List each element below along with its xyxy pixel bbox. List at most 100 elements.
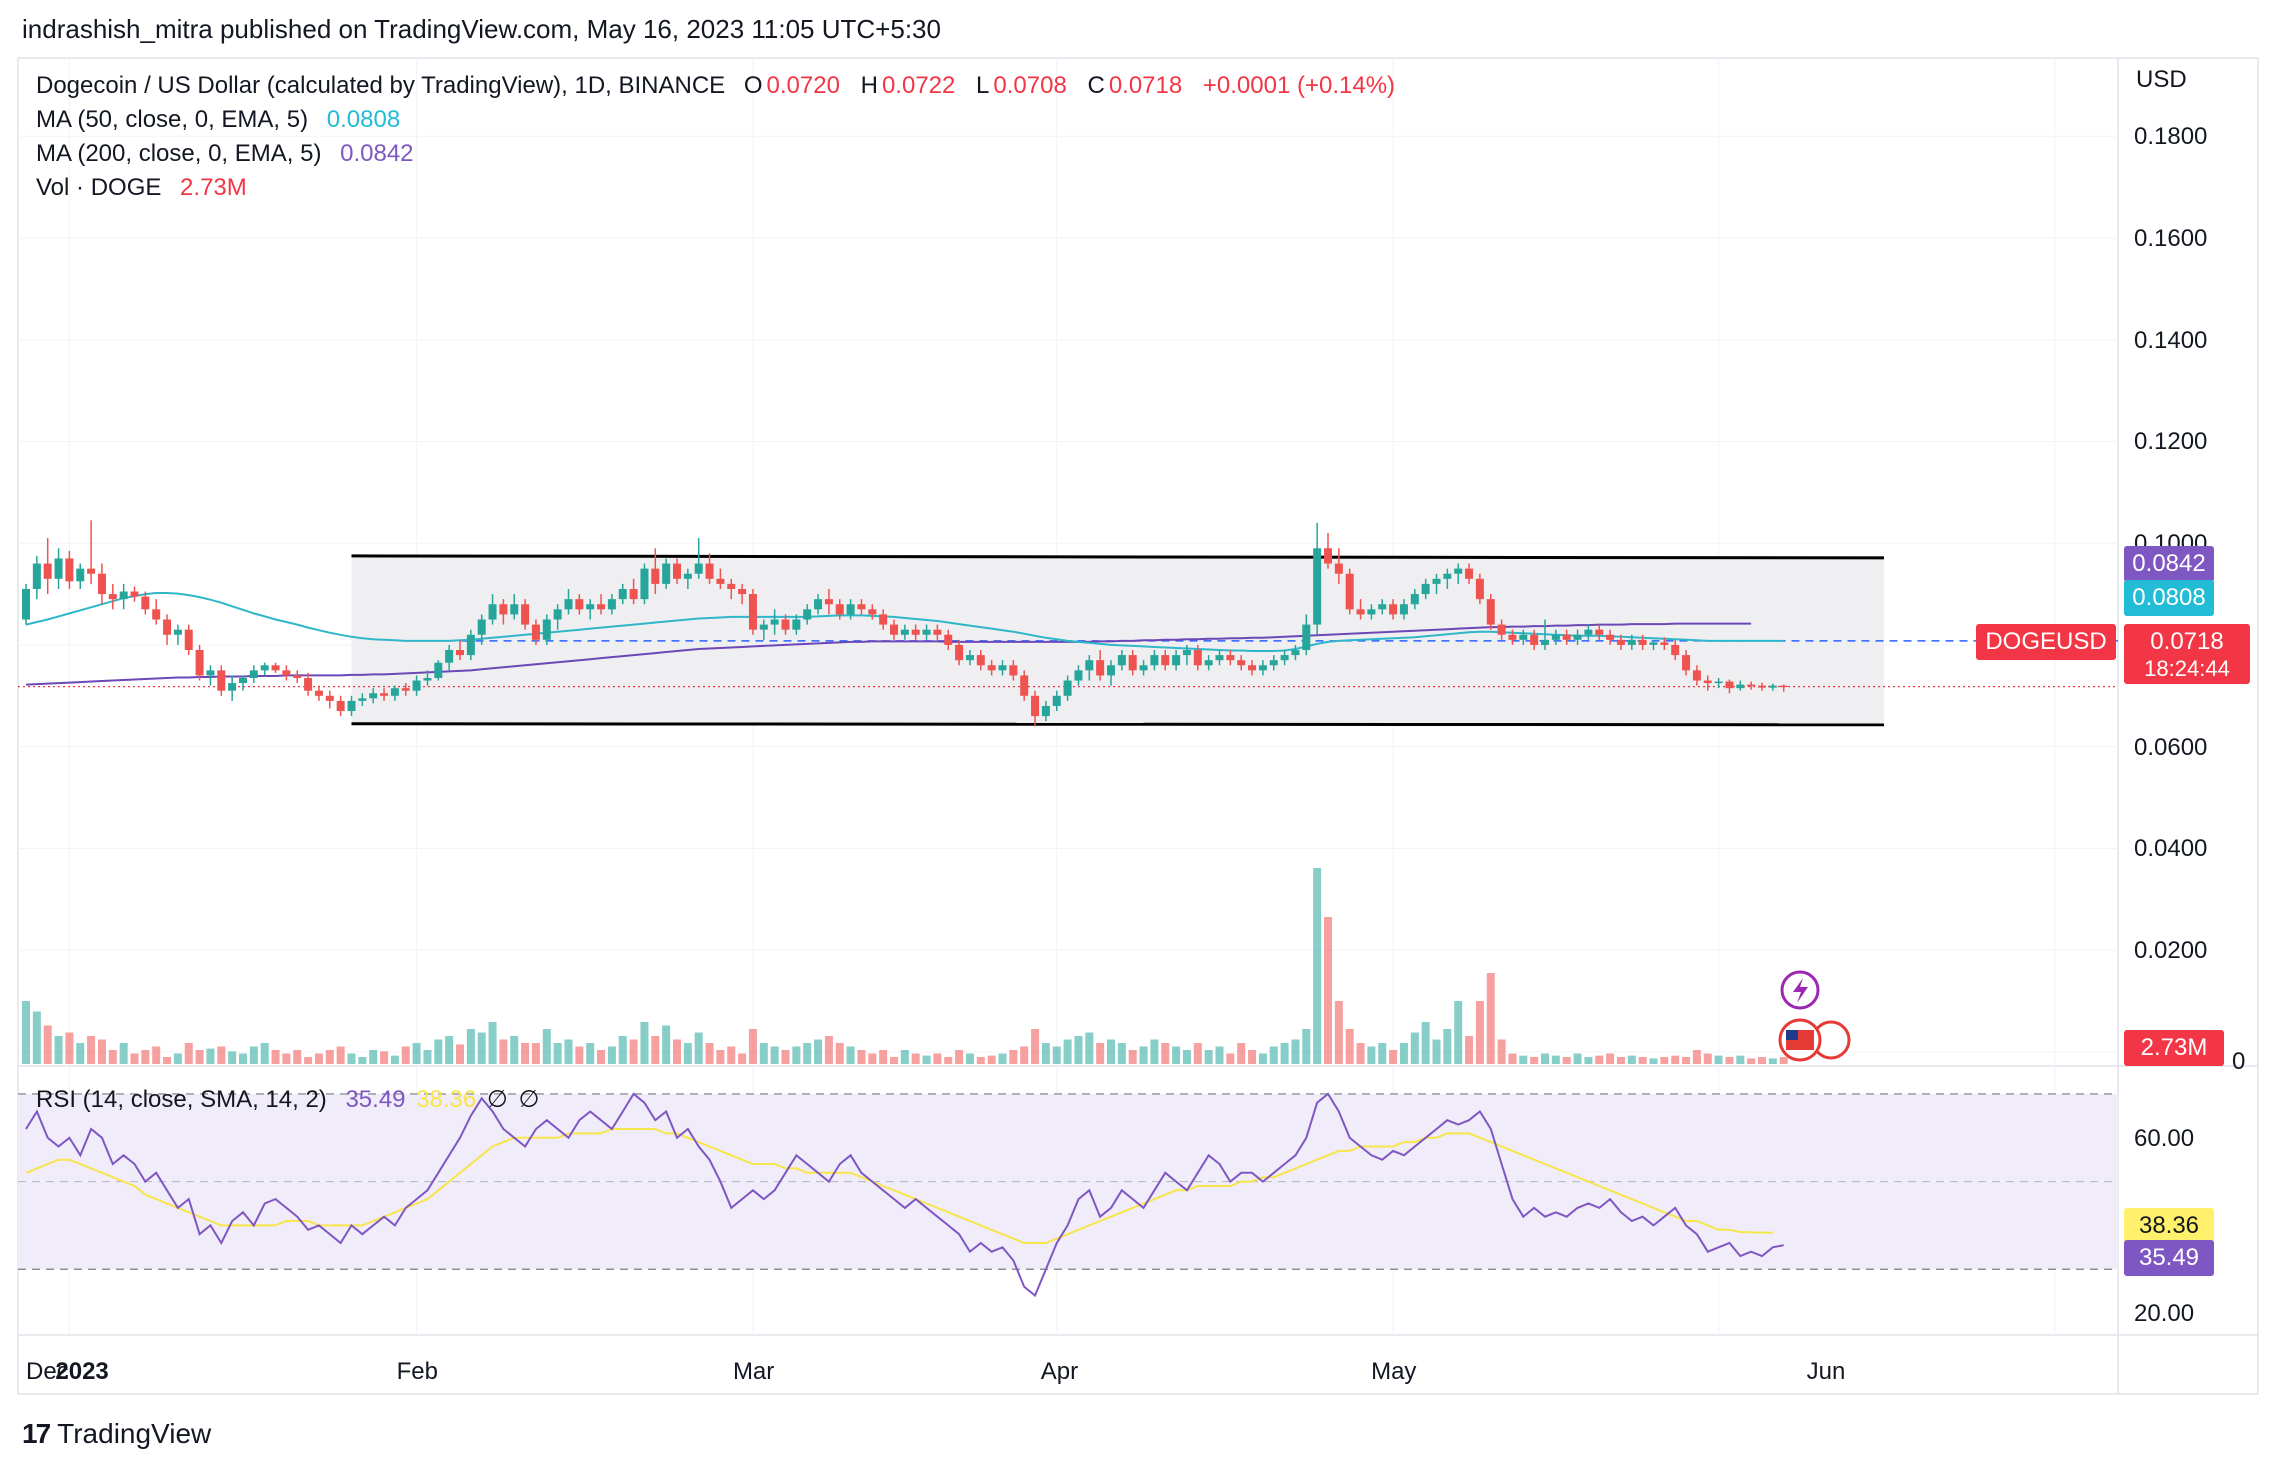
volume-bar: [890, 1057, 898, 1064]
tradingview-logo[interactable]: 17 TradingView: [22, 1418, 211, 1450]
volume-bar: [1345, 1029, 1354, 1064]
volume-bar: [32, 1011, 41, 1064]
candle-body: [1584, 629, 1593, 635]
ma50-legend[interactable]: MA (50, close, 0, EMA, 5) 0.0808: [36, 106, 404, 134]
volume-bar: [119, 1043, 128, 1064]
chart-frame: [17, 57, 2259, 1395]
candle-body: [1551, 634, 1560, 640]
volume-bar: [1356, 1043, 1365, 1064]
volume-bar: [390, 1055, 399, 1064]
time-tick-label: Apr: [1040, 1358, 1079, 1385]
rsi-sma-line: [25, 1128, 1773, 1244]
candle-body: [1432, 578, 1441, 584]
volume-bar: [575, 1046, 584, 1064]
volume-bar: [727, 1046, 736, 1064]
candle-body: [466, 634, 475, 656]
volume-bar: [944, 1057, 953, 1064]
volume-bar: [1443, 1029, 1452, 1064]
volume-bar: [445, 1036, 454, 1064]
price-tick-label: 0.1800: [2134, 123, 2208, 151]
volume-bar: [1660, 1057, 1669, 1064]
candle-body: [249, 670, 258, 678]
volume-bar: [1573, 1053, 1582, 1064]
volume-bar: [130, 1053, 139, 1064]
range-upper-line: [351, 554, 1885, 560]
volume-bar: [477, 1032, 486, 1064]
candle-body: [531, 624, 540, 640]
candle-body: [1389, 604, 1398, 615]
volume-bar: [1378, 1043, 1387, 1064]
price-tick-label: 0.1200: [2134, 428, 2208, 456]
volume-bar: [564, 1039, 573, 1064]
candle-body: [1378, 604, 1387, 610]
ma200-legend[interactable]: MA (200, close, 0, EMA, 5) 0.0842: [36, 140, 418, 168]
candle-body: [597, 604, 606, 610]
candle-body: [933, 629, 942, 635]
volume-label: Vol · DOGE: [36, 174, 162, 201]
volume-bar: [65, 1032, 74, 1064]
volume-bar: [1465, 1036, 1474, 1064]
candle-body: [260, 665, 269, 671]
candle-body: [694, 563, 703, 574]
candle-body: [1454, 568, 1463, 574]
volume-bar: [87, 1036, 96, 1064]
volume-bar: [1020, 1046, 1029, 1064]
candle-body: [43, 563, 52, 579]
flag-canton: [1786, 1030, 1798, 1040]
candle-body: [130, 591, 139, 597]
volume-bar: [803, 1043, 812, 1064]
volume-bar: [1475, 1001, 1484, 1064]
volume-bar: [1486, 973, 1495, 1064]
ohlc-high-label: H: [860, 72, 878, 99]
volume-bar: [434, 1039, 443, 1064]
volume-bar: [173, 1053, 182, 1064]
volume-bar: [108, 1050, 117, 1064]
candle-body: [488, 604, 497, 620]
candle-body: [976, 655, 985, 666]
ohlc-high: 0.0722: [881, 72, 956, 99]
rsi-extra-1: ∅: [486, 1086, 508, 1113]
rsi-badge: 35.49: [2124, 1240, 2214, 1276]
rsi-legend[interactable]: RSI (14, close, SMA, 14, 2) 35.49 38.36 …: [36, 1085, 543, 1114]
ma50-label: MA (50, close, 0, EMA, 5): [36, 106, 309, 133]
brand-text: TradingView: [57, 1418, 212, 1449]
volume-bar: [1041, 1043, 1050, 1064]
volume-bar: [1551, 1055, 1560, 1064]
candle-body: [1768, 685, 1777, 688]
volume-bar: [531, 1043, 540, 1064]
candle-body: [499, 604, 508, 615]
candle-body: [1725, 681, 1734, 689]
candle-body: [22, 588, 30, 620]
candle-body: [184, 629, 193, 651]
volume-bar: [1324, 917, 1332, 1064]
candle-body: [998, 665, 1007, 671]
candle-body: [857, 604, 866, 610]
candle-body: [1096, 660, 1105, 676]
symbol-legend[interactable]: Dogecoin / US Dollar (calculated by Trad…: [36, 72, 1399, 100]
volume-legend[interactable]: Vol · DOGE 2.73M: [36, 174, 251, 202]
candle-body: [1172, 655, 1181, 666]
candle-body: [1486, 599, 1495, 625]
rsi-tick-label: 60.00: [2134, 1124, 2195, 1152]
candle-body: [1660, 642, 1669, 645]
candle-body: [1041, 705, 1050, 717]
volume-bar: [293, 1050, 302, 1064]
candle-body: [477, 619, 486, 635]
volume-bar: [1193, 1043, 1202, 1064]
volume-bar: [868, 1053, 877, 1064]
volume-bar: [1649, 1058, 1658, 1064]
candle-body: [1150, 655, 1159, 666]
volume-bar: [1031, 1029, 1040, 1064]
volume-bar: [1779, 1057, 1788, 1064]
volume-badge: 2.73M: [2124, 1030, 2224, 1066]
candle-body: [770, 619, 779, 625]
volume-bar: [1117, 1043, 1126, 1064]
candle-body: [1758, 685, 1766, 688]
candle-body: [380, 693, 389, 696]
candle-body: [1682, 655, 1691, 671]
ma200-price-badge: 0.0842: [2124, 546, 2214, 582]
volume-bar: [1139, 1046, 1148, 1064]
event-markers[interactable]: [1778, 970, 1851, 1062]
candle-body: [1117, 655, 1126, 666]
